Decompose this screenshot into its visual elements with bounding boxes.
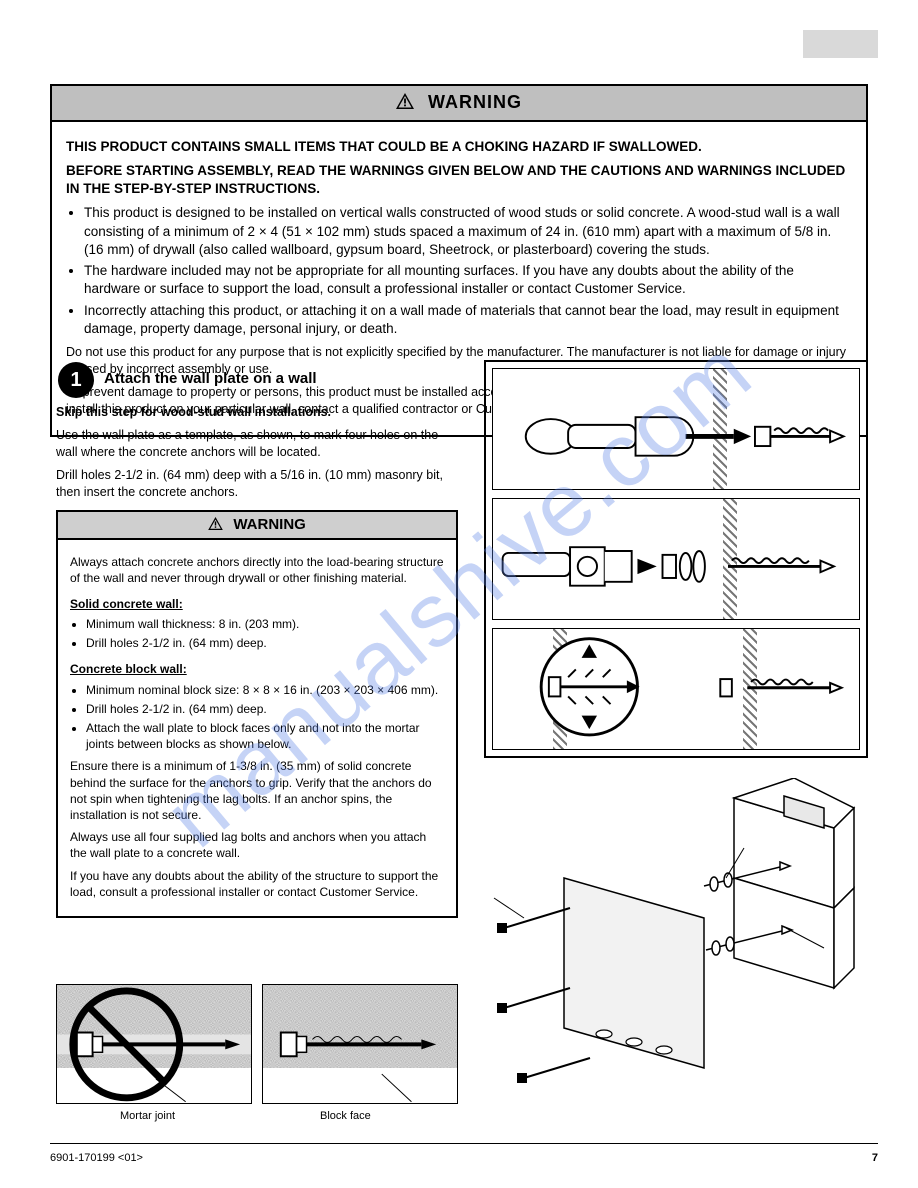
panel-expand: [492, 628, 860, 750]
main-warning-header: WARNING: [52, 86, 866, 122]
step-body: Skip this step for wood-stud wall instal…: [56, 398, 456, 506]
panel-wrench: [492, 498, 860, 620]
warn2-sect1: Solid concrete wall:: [70, 596, 444, 612]
warning-bullet-2: The hardware included may not be appropr…: [84, 262, 852, 298]
step-title: Attach the wall plate on a wall: [104, 370, 317, 387]
step-para-2: Drill holes 2-1/2 in. (64 mm) deep with …: [56, 467, 456, 501]
secondary-warning-header: WARNING: [58, 512, 456, 540]
anchor-incorrect-cell: [56, 984, 252, 1104]
warning-triangle-icon: [208, 517, 223, 534]
isometric-diagram: [484, 778, 868, 1098]
warning-lead-2: BEFORE STARTING ASSEMBLY, READ THE WARNI…: [66, 162, 852, 198]
main-warning-title: WARNING: [428, 92, 522, 112]
footer-left: 6901-170199 <01>: [50, 1152, 143, 1164]
warn2-s2-l1: Minimum nominal block size: 8 × 8 × 16 i…: [86, 682, 444, 698]
warn2-s2-l2: Drill holes 2-1/2 in. (64 mm) deep.: [86, 701, 444, 717]
anchor-incorrect-svg: [57, 985, 251, 1104]
secondary-warning-title: WARNING: [233, 516, 306, 533]
install-sequence-box: [484, 360, 868, 758]
anchor-diagram-row: [56, 984, 458, 1104]
warn2-s1-l2: Drill holes 2-1/2 in. (64 mm) deep.: [86, 635, 444, 651]
warn2-s2-l3: Attach the wall plate to block faces onl…: [86, 720, 444, 752]
anchor-caption-incorrect: Mortar joint: [120, 1110, 175, 1122]
panel-hammer: [492, 368, 860, 490]
anchor-caption-correct: Block face: [320, 1110, 371, 1122]
warn2-p3: Always use all four supplied lag bolts a…: [70, 829, 444, 861]
warn2-p4: If you have any doubts about the ability…: [70, 868, 444, 900]
warn2-s1-l1: Minimum wall thickness: 8 in. (203 mm).: [86, 616, 444, 632]
step-para-1: Use the wall plate as a template, as sho…: [56, 427, 456, 461]
secondary-warning-body: Always attach concrete anchors directly …: [58, 540, 456, 916]
warning-lead-1: THIS PRODUCT CONTAINS SMALL ITEMS THAT C…: [66, 138, 852, 156]
anchor-correct-cell: [262, 984, 458, 1104]
footer-rule: [50, 1143, 878, 1144]
skip-note: Skip this step for wood-stud wall instal…: [56, 404, 456, 421]
warn2-p1: Always attach concrete anchors directly …: [70, 554, 444, 586]
warning-bullet-1: This product is designed to be installed…: [84, 204, 852, 259]
footer-right: 7: [872, 1152, 878, 1164]
secondary-warning-box: WARNING Always attach concrete anchors d…: [56, 510, 458, 918]
warning-bullet-3: Incorrectly attaching this product, or a…: [84, 302, 852, 338]
warning-triangle-icon: [396, 93, 414, 114]
language-tab: [803, 30, 878, 58]
anchor-correct-svg: [263, 985, 457, 1104]
warn2-p2: Ensure there is a minimum of 1-3/8 in. (…: [70, 758, 444, 823]
step-number-badge: 1: [58, 362, 94, 398]
warn2-sect2: Concrete block wall:: [70, 661, 444, 677]
